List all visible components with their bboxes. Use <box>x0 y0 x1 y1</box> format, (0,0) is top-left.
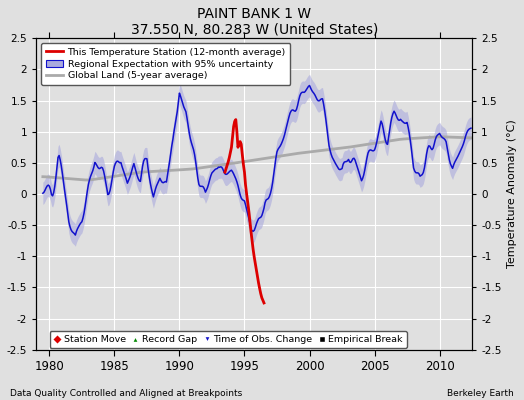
Y-axis label: Temperature Anomaly (°C): Temperature Anomaly (°C) <box>507 120 517 268</box>
Text: Data Quality Controlled and Aligned at Breakpoints: Data Quality Controlled and Aligned at B… <box>10 389 243 398</box>
Legend: Station Move, Record Gap, Time of Obs. Change, Empirical Break: Station Move, Record Gap, Time of Obs. C… <box>50 332 407 348</box>
Text: Berkeley Earth: Berkeley Earth <box>447 389 514 398</box>
Title: PAINT BANK 1 W
37.550 N, 80.283 W (United States): PAINT BANK 1 W 37.550 N, 80.283 W (Unite… <box>130 7 378 37</box>
